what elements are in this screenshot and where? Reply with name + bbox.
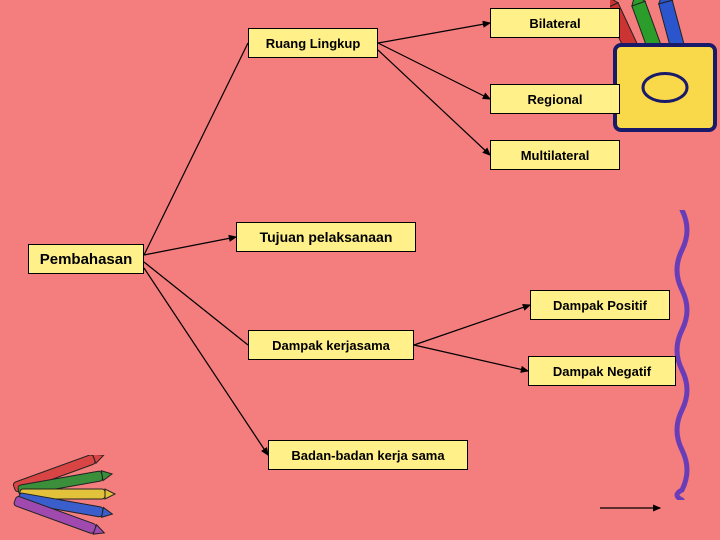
node-label: Tujuan pelaksanaan — [260, 229, 393, 245]
node-regional: Regional — [490, 84, 620, 114]
node-label: Multilateral — [521, 148, 590, 163]
node-badan: Badan-badan kerja sama — [268, 440, 468, 470]
node-label: Dampak kerjasama — [272, 338, 390, 353]
node-pembahasan: Pembahasan — [28, 244, 144, 274]
node-label: Ruang Lingkup — [266, 36, 361, 51]
node-label: Pembahasan — [40, 251, 133, 268]
node-bilateral: Bilateral — [490, 8, 620, 38]
node-label: Badan-badan kerja sama — [291, 448, 444, 463]
node-dampak-positif: Dampak Positif — [530, 290, 670, 320]
crayon-pile-graphic — [10, 455, 125, 535]
node-dampak-negatif: Dampak Negatif — [528, 356, 676, 386]
node-label: Dampak Positif — [553, 298, 647, 313]
diagram-canvas: Pembahasan Ruang Lingkup Tujuan pelaksan… — [0, 0, 720, 540]
wavy-line-graphic — [667, 210, 697, 500]
crayon-box-graphic — [610, 0, 720, 135]
node-dampak-kerjasama: Dampak kerjasama — [248, 330, 414, 360]
node-label: Bilateral — [529, 16, 580, 31]
node-multilateral: Multilateral — [490, 140, 620, 170]
node-ruang-lingkup: Ruang Lingkup — [248, 28, 378, 58]
node-tujuan: Tujuan pelaksanaan — [236, 222, 416, 252]
node-label: Dampak Negatif — [553, 364, 651, 379]
node-label: Regional — [528, 92, 583, 107]
